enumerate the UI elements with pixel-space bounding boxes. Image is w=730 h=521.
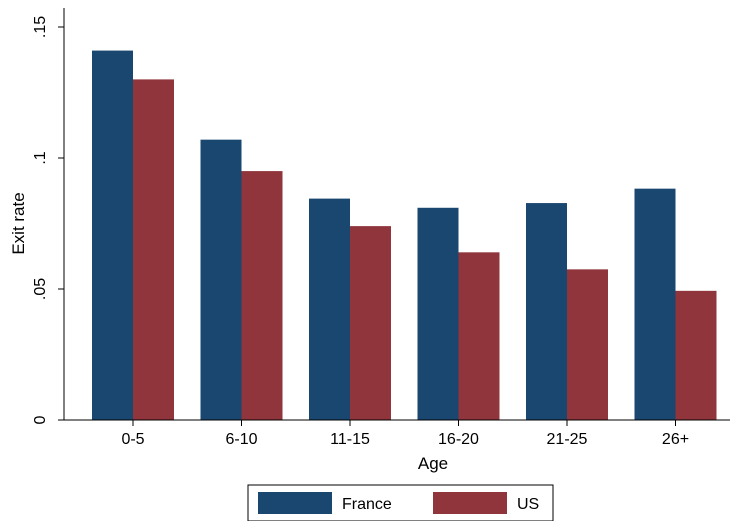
x-ticks-layer: 0-5 6-10 11-15 16-20 21-25 26+ [121, 420, 689, 448]
x-tick-label: 0-5 [121, 431, 144, 448]
x-tick-label: 11-15 [330, 431, 370, 448]
bar-us-21-25 [567, 269, 608, 420]
y-tick-label: 0 [32, 415, 49, 424]
y-tick-label: .1 [32, 151, 49, 164]
bar-france-6-10 [200, 139, 242, 420]
y-axis-title: Exit rate [9, 192, 28, 254]
bar-france-26+ [634, 188, 676, 420]
bar-us-6-10 [241, 171, 283, 420]
x-tick-label: 26+ [662, 431, 689, 448]
bar-us-26+ [675, 290, 717, 420]
bar-france-0-5 [92, 50, 133, 420]
x-tick-label: 6-10 [225, 431, 257, 448]
legend: France US [247, 484, 554, 521]
x-tick-label: 16-20 [438, 431, 479, 448]
legend-label-france: France [342, 496, 392, 513]
bar-us-16-20 [458, 252, 500, 420]
y-ticks-layer: 0 .05 .1 .15 [32, 16, 64, 424]
x-tick-label: 21-25 [547, 431, 588, 448]
legend-swatch-france [258, 492, 332, 514]
legend-label-us: US [517, 496, 539, 513]
legend-swatch-us [433, 492, 507, 514]
bar-france-11-15 [309, 198, 350, 420]
bar-us-11-15 [350, 226, 391, 420]
y-tick-label: .05 [32, 278, 49, 300]
legend-items: France US [258, 492, 539, 514]
bar-france-16-20 [417, 207, 459, 420]
x-axis-title: Age [418, 454, 448, 473]
bar-us-0-5 [133, 79, 174, 421]
bar-france-21-25 [526, 203, 567, 420]
y-tick-label: .15 [32, 16, 49, 38]
bars-layer [92, 50, 717, 421]
